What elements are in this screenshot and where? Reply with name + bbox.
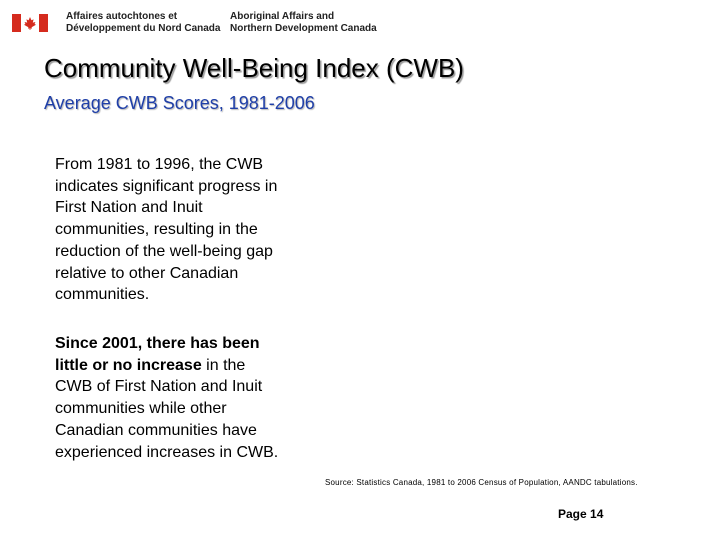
department-name-french: Affaires autochtones et Développement du… xyxy=(66,11,220,35)
dept-fr-line2: Développement du Nord Canada xyxy=(66,23,221,34)
department-header: Affaires autochtones et Développement du… xyxy=(12,11,432,35)
paragraph-gap-emphasis: Since 2001, there has been little or no … xyxy=(55,335,260,374)
paragraph-gap: Since 2001, there has been little or no … xyxy=(55,333,285,463)
canada-flag-icon xyxy=(12,14,48,32)
dept-en-line1: Aboriginal Affairs and xyxy=(230,11,335,22)
slide-title: Community Well-Being Index (CWB) xyxy=(44,53,464,83)
slide-subtitle: Average CWB Scores, 1981-2006 xyxy=(44,93,315,113)
paragraph-gap-rest: in the CWB of First Nation and Inuit com… xyxy=(55,356,279,461)
page-number: Page 14 xyxy=(558,507,604,521)
dept-en-line2: Northern Development Canada xyxy=(230,23,377,34)
paragraph-progress: From 1981 to 1996, the CWB indicates sig… xyxy=(55,156,278,304)
dept-fr-line1: Affaires autochtones et xyxy=(66,11,178,22)
source-note: Source: Statistics Canada, 1981 to 2006 … xyxy=(325,478,638,487)
department-name-english: Aboriginal Affairs and Northern Developm… xyxy=(230,11,377,35)
